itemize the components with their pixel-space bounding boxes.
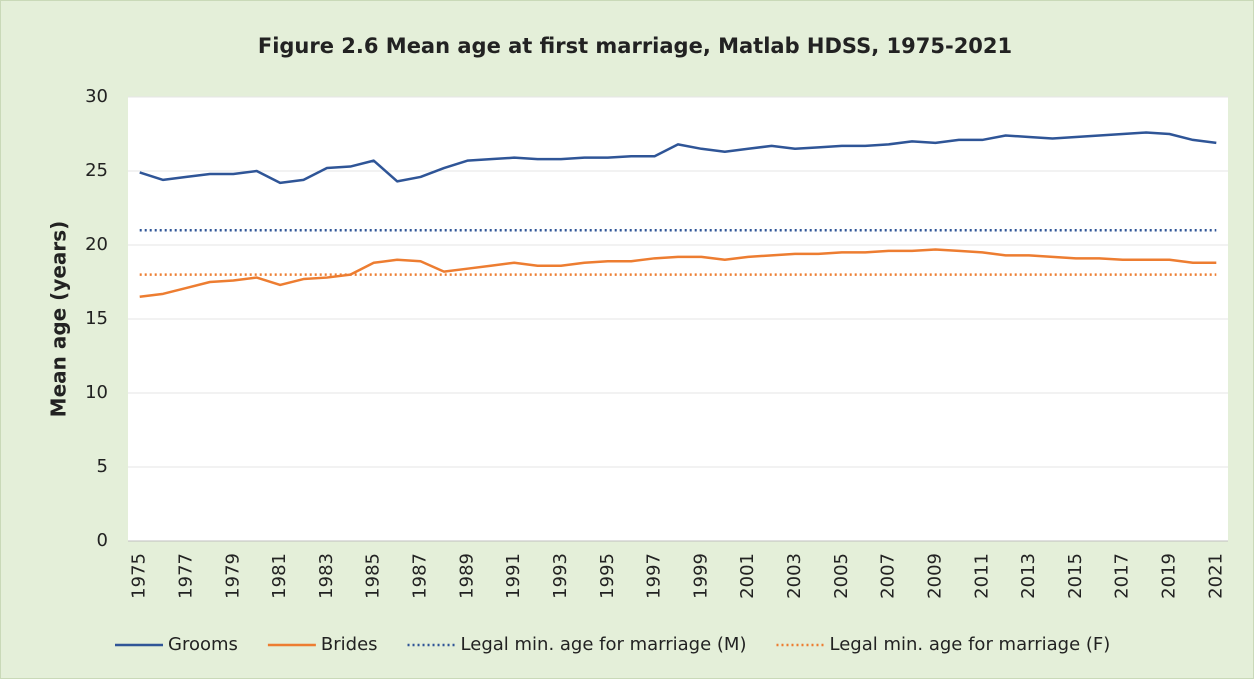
y-tick-label: 5 bbox=[97, 456, 108, 477]
x-tick-label: 2019 bbox=[1158, 553, 1179, 599]
x-tick-label: 2009 bbox=[924, 553, 945, 599]
y-tick-label: 20 bbox=[85, 234, 108, 255]
x-tick-label: 1977 bbox=[176, 553, 197, 599]
x-tick-label: 1985 bbox=[363, 553, 384, 599]
x-tick-label: 2015 bbox=[1065, 553, 1086, 599]
x-tick-label: 2011 bbox=[971, 553, 992, 599]
x-tick-label: 2007 bbox=[878, 553, 899, 599]
x-tick-label: 1995 bbox=[597, 553, 618, 599]
series-line bbox=[139, 131, 1217, 185]
series-line bbox=[139, 248, 1217, 299]
x-tick-label: 1979 bbox=[222, 553, 243, 599]
x-tick-label: 2021 bbox=[1205, 553, 1226, 599]
y-tick-label: 25 bbox=[85, 160, 108, 181]
x-tick-label: 2017 bbox=[1112, 553, 1133, 599]
y-tick-label: 0 bbox=[97, 530, 108, 551]
x-tick-label: 1981 bbox=[269, 553, 290, 599]
legend-label: Grooms bbox=[168, 634, 238, 655]
x-tick-label: 1983 bbox=[316, 553, 337, 599]
x-tick-label: 1997 bbox=[644, 553, 665, 599]
chart-title: Figure 2.6 Mean age at first marriage, M… bbox=[258, 34, 1012, 58]
x-tick-label: 1975 bbox=[129, 553, 150, 599]
legend-label: Brides bbox=[321, 634, 378, 655]
x-tick-label: 1991 bbox=[503, 553, 524, 599]
x-tick-label: 1999 bbox=[690, 553, 711, 599]
legend-label: Legal min. age for marriage (M) bbox=[461, 634, 747, 655]
x-tick-label: 1989 bbox=[456, 553, 477, 599]
x-tick-label: 2005 bbox=[831, 553, 852, 599]
x-tick-label: 1987 bbox=[410, 553, 431, 599]
y-axis-title: Mean age (years) bbox=[47, 221, 71, 418]
legend-label: Legal min. age for marriage (F) bbox=[829, 634, 1110, 655]
y-tick-label: 30 bbox=[85, 86, 108, 107]
x-tick-label: 2013 bbox=[1018, 553, 1039, 599]
y-tick-label: 10 bbox=[85, 382, 108, 403]
x-tick-label: 2003 bbox=[784, 553, 805, 599]
y-tick-label: 15 bbox=[85, 308, 108, 329]
x-tick-label: 2001 bbox=[737, 553, 758, 599]
x-tick-label: 1993 bbox=[550, 553, 571, 599]
